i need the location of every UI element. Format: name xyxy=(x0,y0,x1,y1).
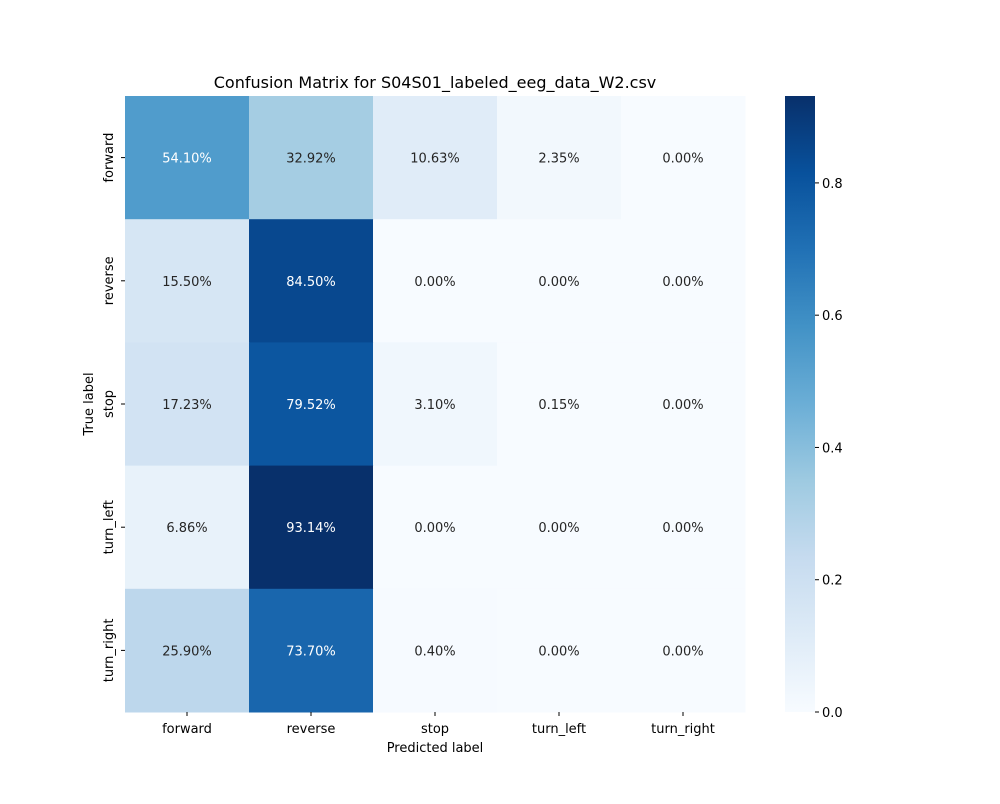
y-tick-label: turn_right xyxy=(102,619,117,683)
cell-annotation: 79.52% xyxy=(286,398,336,413)
cell-annotation: 15.50% xyxy=(162,275,212,290)
cell-annotation: 0.00% xyxy=(414,521,455,536)
heatmap-cell xyxy=(497,219,622,343)
heatmap-cell xyxy=(621,465,746,590)
y-tick-label: turn_left xyxy=(102,500,117,554)
cell-annotation: 3.10% xyxy=(414,398,455,413)
cell-annotation: 10.63% xyxy=(410,152,460,167)
cell-annotation: 2.35% xyxy=(538,152,579,167)
heatmap-cell xyxy=(621,342,746,467)
heatmap-cells: 54.10% 32.92% 10.63% 2.35% 0.00% 15.50% 84.50%… xyxy=(125,96,746,713)
cell-annotation: 0.00% xyxy=(662,521,703,536)
y-axis-ticks: forward reverse stop turn_left turn_right xyxy=(102,133,125,683)
heatmap-cell xyxy=(125,96,250,220)
colorbar xyxy=(785,96,815,712)
cell-annotation: 93.14% xyxy=(286,521,336,536)
heatmap-cell xyxy=(621,96,746,220)
y-tick-label: reverse xyxy=(102,256,117,305)
y-tick-label: forward xyxy=(102,133,117,183)
cell-annotation: 0.00% xyxy=(414,275,455,290)
cell-annotation: 17.23% xyxy=(162,398,212,413)
cell-annotation: 73.70% xyxy=(286,644,336,659)
colorbar-tick-label: 0.2 xyxy=(822,574,843,589)
x-tick-label: turn_right xyxy=(651,722,715,737)
heatmap-cell xyxy=(249,342,374,467)
cell-annotation: 25.90% xyxy=(162,644,212,659)
cell-annotation: 0.00% xyxy=(662,152,703,167)
cell-annotation: 0.00% xyxy=(662,644,703,659)
cell-annotation: 6.86% xyxy=(166,521,207,536)
heatmap-cell xyxy=(373,465,498,590)
x-tick-label: turn_left xyxy=(532,722,586,737)
colorbar-tick-label: 0.0 xyxy=(822,706,843,721)
heatmap-cell xyxy=(373,342,498,467)
cell-annotation: 54.10% xyxy=(162,152,212,167)
cell-annotation: 0.00% xyxy=(662,275,703,290)
y-axis-label: True label xyxy=(82,372,97,436)
heatmap-cell xyxy=(125,588,250,713)
heatmap-cell xyxy=(249,219,374,343)
heatmap-cell xyxy=(497,96,622,220)
heatmap-cell xyxy=(497,588,622,713)
x-axis-label: Predicted label xyxy=(387,741,484,756)
heatmap-cell xyxy=(249,96,374,220)
cell-annotation: 0.00% xyxy=(538,644,579,659)
colorbar-ticks: 0.0 0.2 0.4 0.6 0.8 xyxy=(815,177,843,721)
cell-annotation: 32.92% xyxy=(286,152,336,167)
heatmap-cell xyxy=(373,219,498,343)
y-tick-label: stop xyxy=(102,390,117,418)
x-tick-label: reverse xyxy=(287,722,336,737)
cell-annotation: 84.50% xyxy=(286,275,336,290)
heatmap-cell xyxy=(249,465,374,590)
cell-annotation: 0.15% xyxy=(538,398,579,413)
colorbar-tick-label: 0.4 xyxy=(822,441,843,456)
x-tick-label: forward xyxy=(162,722,212,737)
colorbar-tick-label: 0.6 xyxy=(822,309,843,324)
cell-annotation: 0.00% xyxy=(538,275,579,290)
heatmap-cell xyxy=(497,342,622,467)
colorbar-tick-label: 0.8 xyxy=(822,177,843,192)
heatmap-cell xyxy=(621,219,746,343)
chart-title: Confusion Matrix for S04S01_labeled_eeg_… xyxy=(214,73,657,93)
cell-annotation: 0.00% xyxy=(662,398,703,413)
x-axis-ticks: forward reverse stop turn_left turn_right xyxy=(162,712,715,737)
heatmap-cell xyxy=(373,96,498,220)
heatmap-cell xyxy=(497,465,622,590)
cell-annotation: 0.00% xyxy=(538,521,579,536)
heatmap-cell xyxy=(125,219,250,343)
heatmap-cell xyxy=(249,588,374,713)
heatmap-cell xyxy=(373,588,498,713)
heatmap-cell xyxy=(125,342,250,467)
heatmap-cell xyxy=(621,588,746,713)
cell-annotation: 0.40% xyxy=(414,644,455,659)
heatmap-cell xyxy=(125,465,250,590)
x-tick-label: stop xyxy=(421,722,449,737)
